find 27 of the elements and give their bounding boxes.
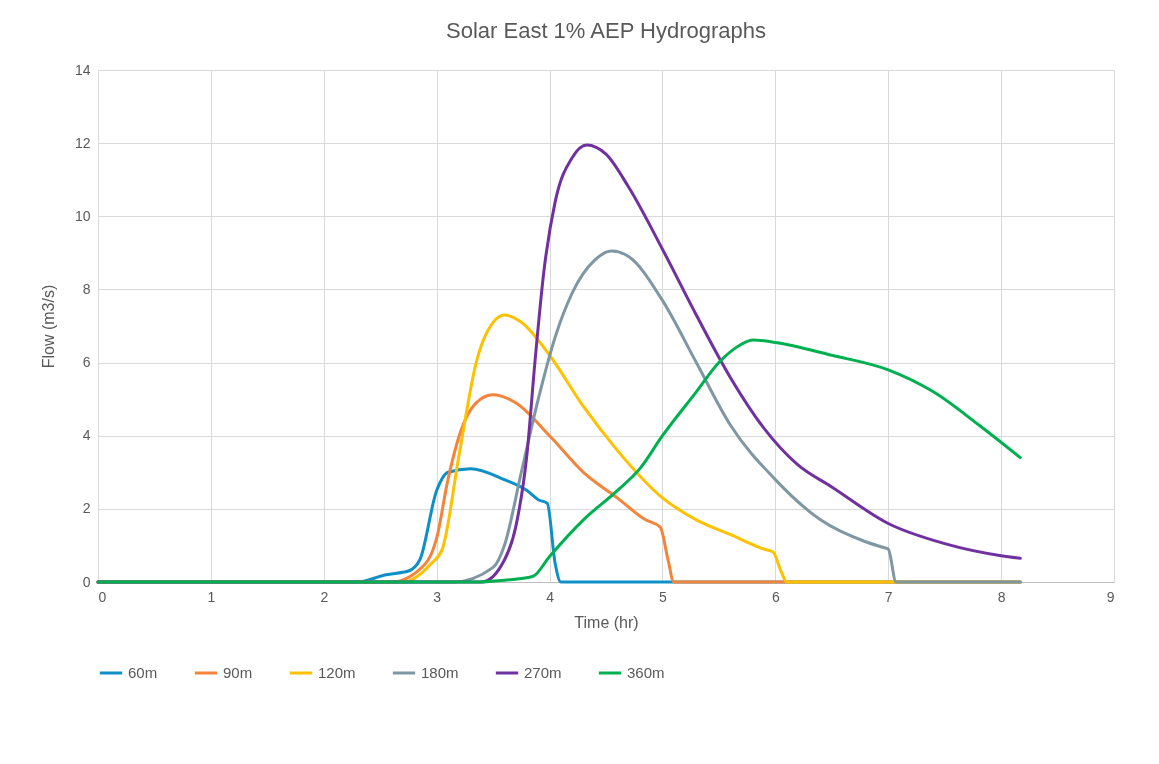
x-tick-label: 2 xyxy=(320,588,329,605)
x-axis-title: Time (hr) xyxy=(574,613,639,631)
x-tick-label: 5 xyxy=(659,588,668,605)
y-tick-label: 6 xyxy=(82,354,91,371)
chart-title: Solar East 1% AEP Hydrographs xyxy=(446,18,766,43)
y-axis-title: Flow (m3/s) xyxy=(39,284,57,369)
x-tick-label: 9 xyxy=(1106,588,1115,605)
x-tick-label: 4 xyxy=(546,588,555,605)
y-tick-label: 4 xyxy=(82,427,91,444)
y-tick-label: 14 xyxy=(74,61,91,78)
y-tick-label: 8 xyxy=(82,280,91,297)
legend-label: 180m xyxy=(421,664,459,681)
y-tick-label: 10 xyxy=(74,207,91,224)
y-tick-label: 12 xyxy=(74,134,91,151)
x-tick-label: 7 xyxy=(884,588,893,605)
legend-label: 360m xyxy=(627,664,665,681)
legend-label: 90m xyxy=(223,664,253,681)
legend-label: 120m xyxy=(318,664,356,681)
x-tick-label: 6 xyxy=(771,588,780,605)
legend-label: 60m xyxy=(128,664,158,681)
y-tick-label: 2 xyxy=(82,500,91,517)
y-tick-label: 0 xyxy=(82,573,91,590)
x-tick-label: 3 xyxy=(433,588,442,605)
legend-label: 270m xyxy=(524,664,562,681)
x-tick-label: 0 xyxy=(98,588,107,605)
x-tick-label: 8 xyxy=(997,588,1006,605)
x-tick-label: 1 xyxy=(207,588,216,605)
